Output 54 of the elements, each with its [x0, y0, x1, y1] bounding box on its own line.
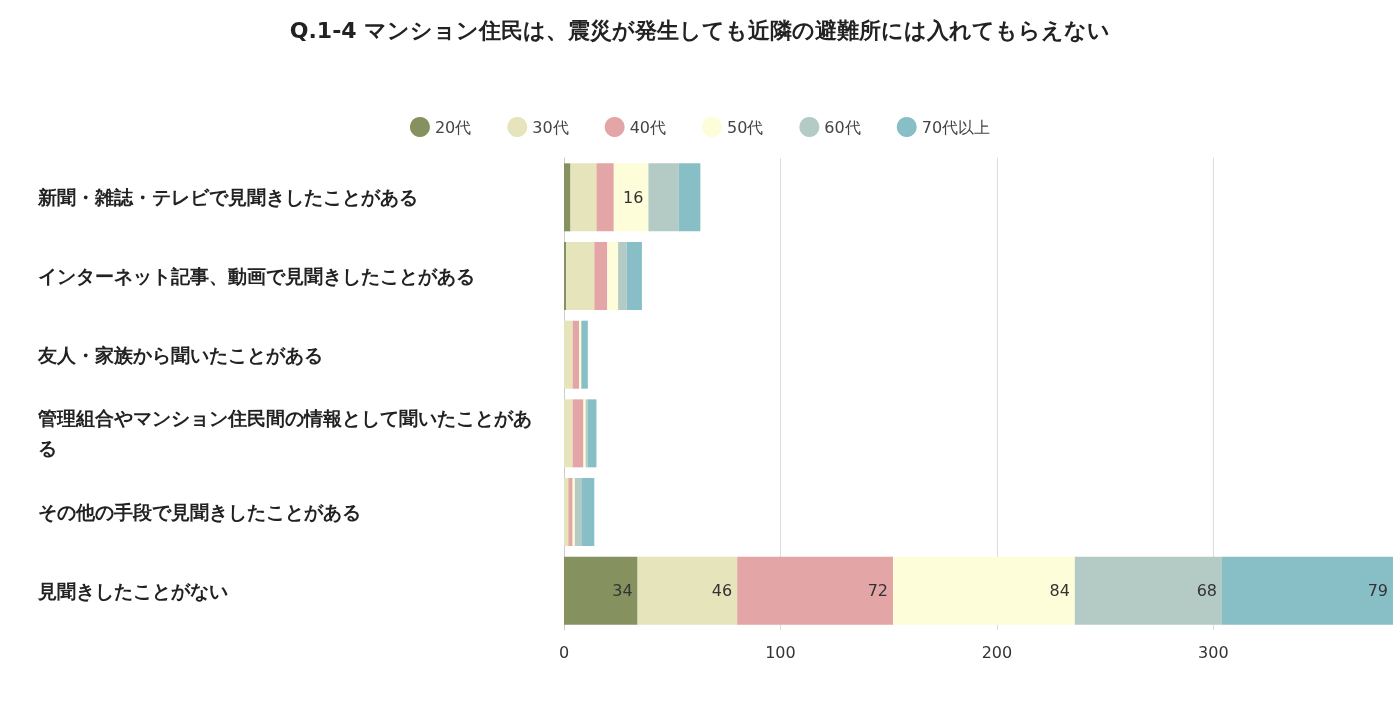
- y-tick-label: 新聞・雑誌・テレビで見聞きしたことがある: [37, 186, 418, 209]
- bar: [618, 242, 627, 310]
- legend-label: 50代: [727, 117, 764, 137]
- bar: [570, 163, 597, 232]
- bar: [564, 556, 638, 625]
- x-tick-label: 200: [981, 642, 1013, 662]
- y-tick-label: 見聞きしたことがない: [37, 579, 228, 602]
- bar: [572, 399, 584, 468]
- legend-label: 70代以上: [921, 117, 991, 137]
- bar: [626, 242, 642, 310]
- bar: [1074, 556, 1223, 625]
- bar: [564, 320, 573, 389]
- bar: [893, 556, 1075, 625]
- bar: [564, 242, 567, 310]
- bar: [613, 163, 649, 232]
- x-tick-label: 300: [1198, 642, 1229, 662]
- bar: [596, 163, 614, 232]
- y-tick-label: 友人・家族から聞いたことがある: [37, 343, 323, 366]
- data-label: 16: [623, 187, 644, 207]
- data-label: 68: [1196, 581, 1218, 601]
- x-tick-label: 100: [765, 642, 796, 662]
- bar: [637, 556, 738, 625]
- data-label: 46: [711, 581, 733, 601]
- data-label: 84: [1049, 581, 1070, 601]
- data-label: 72: [867, 581, 888, 601]
- bar: [587, 399, 597, 468]
- x-tick-label: 0: [558, 642, 570, 662]
- bar: [568, 478, 573, 546]
- legend-label: 30代: [532, 117, 569, 137]
- data-label: 79: [1367, 581, 1388, 601]
- y-tick-label: インターネット記事、動画で見聞きしたことがある: [38, 265, 475, 287]
- bar: [564, 478, 569, 546]
- bar: [594, 242, 608, 310]
- y-tick-label: 管理組合やマンション住民間の情報として聞いたことがある: [37, 407, 532, 460]
- data-label: 34: [612, 581, 633, 601]
- bar: [581, 320, 588, 389]
- bar: [574, 478, 582, 546]
- bar: [1222, 556, 1393, 625]
- legend-label: 60代: [824, 117, 861, 137]
- legend-label: 40代: [629, 117, 666, 137]
- bar: [737, 556, 893, 625]
- bar: [581, 478, 595, 546]
- legend-label: 20代: [434, 117, 472, 137]
- bar: [572, 320, 580, 389]
- chart-title: Q.1-4 マンション住民は、震災が発生しても近隣の避難所には入れてもらえない: [289, 17, 1111, 43]
- bar: [564, 163, 571, 232]
- bar: [564, 399, 573, 468]
- bar: [572, 478, 575, 546]
- y-tick-label: その他の手段で見聞きしたことがある: [38, 501, 361, 523]
- bar: [678, 163, 701, 232]
- bar: [579, 320, 582, 389]
- bar: [607, 242, 619, 310]
- bar: [566, 242, 595, 310]
- bar: [648, 163, 679, 232]
